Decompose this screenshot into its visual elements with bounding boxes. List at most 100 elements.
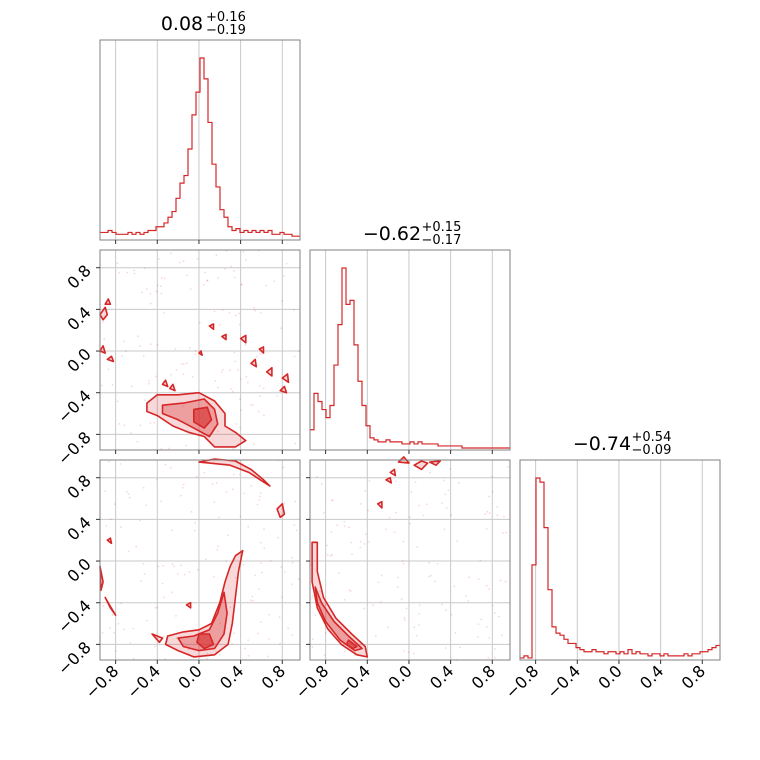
sample-point bbox=[343, 520, 346, 523]
sample-point bbox=[114, 650, 117, 652]
contour-outer bbox=[99, 344, 106, 354]
sample-point bbox=[436, 562, 439, 565]
sample-point bbox=[428, 561, 430, 564]
grid-lines bbox=[325, 250, 493, 450]
sample-point bbox=[140, 291, 143, 294]
sample-point bbox=[262, 387, 265, 390]
sample-point bbox=[148, 380, 150, 382]
contour-inner bbox=[193, 406, 213, 429]
sample-point bbox=[263, 547, 266, 550]
sample-point bbox=[231, 390, 234, 393]
sample-point bbox=[282, 466, 285, 469]
sample-point bbox=[186, 274, 189, 277]
sample-point bbox=[363, 543, 366, 545]
sample-point bbox=[467, 600, 470, 602]
marginal-panel-0 bbox=[99, 39, 301, 241]
joint-panel-1-2 bbox=[309, 459, 511, 661]
sample-point bbox=[418, 604, 421, 606]
sample-point bbox=[281, 596, 283, 599]
sample-point bbox=[400, 598, 403, 601]
sample-point bbox=[488, 495, 491, 498]
y-tick-label: 0.4 bbox=[63, 513, 94, 544]
sample-point bbox=[162, 564, 165, 567]
y-tick-label: −0.8 bbox=[54, 638, 95, 679]
sample-point bbox=[255, 355, 258, 358]
sample-point bbox=[162, 635, 165, 638]
sample-point bbox=[215, 254, 218, 257]
sample-point bbox=[403, 617, 406, 619]
sample-point bbox=[231, 643, 234, 646]
x-tick-label: 0.4 bbox=[216, 661, 247, 692]
sample-point bbox=[156, 284, 159, 287]
sample-point bbox=[434, 580, 437, 583]
sample-point bbox=[125, 490, 128, 493]
sample-point bbox=[206, 279, 209, 282]
sample-point bbox=[171, 563, 174, 566]
sample-point bbox=[252, 442, 255, 445]
sample-point bbox=[251, 595, 254, 598]
x-tick-label: −0.8 bbox=[82, 661, 123, 702]
sample-point bbox=[324, 603, 327, 606]
sample-point bbox=[428, 575, 431, 578]
sample-point bbox=[105, 524, 108, 527]
sample-point bbox=[318, 590, 321, 593]
sample-point bbox=[226, 534, 229, 537]
sample-point bbox=[441, 502, 443, 504]
sample-point bbox=[416, 634, 418, 637]
contour-outer bbox=[376, 500, 383, 509]
sample-point bbox=[220, 371, 223, 373]
sample-point bbox=[118, 271, 120, 274]
y-tick-label: 0.8 bbox=[63, 471, 94, 502]
sample-point bbox=[311, 638, 314, 640]
sample-point bbox=[113, 503, 116, 506]
sample-point bbox=[249, 404, 252, 406]
sample-point bbox=[364, 533, 367, 536]
sample-point bbox=[363, 607, 366, 610]
sample-point bbox=[157, 565, 160, 568]
sample-point bbox=[493, 612, 496, 614]
sample-point bbox=[260, 571, 263, 574]
sample-point bbox=[104, 490, 107, 493]
sample-point bbox=[240, 283, 243, 286]
sample-point bbox=[234, 314, 237, 317]
sample-point bbox=[284, 571, 286, 574]
sample-point bbox=[465, 594, 468, 597]
sample-point bbox=[222, 368, 224, 371]
sample-point bbox=[491, 490, 494, 493]
sample-point bbox=[422, 514, 425, 517]
sample-point bbox=[343, 525, 346, 528]
title-upper-0: +0.16 bbox=[206, 10, 246, 25]
sample-point bbox=[239, 515, 242, 518]
sample-point bbox=[107, 368, 110, 371]
contour-outer bbox=[221, 333, 227, 341]
sample-point bbox=[185, 362, 188, 365]
x-tick-label: 0.8 bbox=[258, 661, 289, 692]
contour-outer bbox=[151, 633, 164, 644]
sample-point bbox=[174, 348, 177, 351]
sample-point bbox=[453, 585, 456, 588]
marginal-panel-1 bbox=[309, 249, 511, 451]
sample-point bbox=[348, 589, 351, 592]
y-tick-label: 0.0 bbox=[63, 344, 94, 375]
sample-point bbox=[456, 540, 459, 543]
sample-point bbox=[154, 645, 156, 648]
x-tick-label: −0.4 bbox=[123, 661, 164, 702]
contour-outer bbox=[239, 334, 247, 344]
sample-point bbox=[344, 650, 346, 653]
sample-point bbox=[418, 504, 420, 507]
x-tick-label: 0.0 bbox=[174, 661, 205, 692]
sample-point bbox=[142, 354, 145, 357]
title-lower-2: −0.09 bbox=[632, 443, 672, 458]
sample-point bbox=[412, 652, 415, 655]
sample-point bbox=[120, 526, 122, 528]
contour-middle bbox=[177, 591, 228, 652]
sample-point bbox=[242, 250, 245, 253]
sample-point bbox=[290, 583, 293, 586]
scatter-points-0-1 bbox=[100, 249, 300, 450]
sample-point bbox=[484, 513, 487, 516]
sample-point bbox=[418, 613, 421, 615]
contour-inner bbox=[345, 639, 358, 650]
sample-point bbox=[323, 654, 326, 656]
sample-point bbox=[182, 260, 185, 263]
sample-point bbox=[280, 327, 283, 329]
